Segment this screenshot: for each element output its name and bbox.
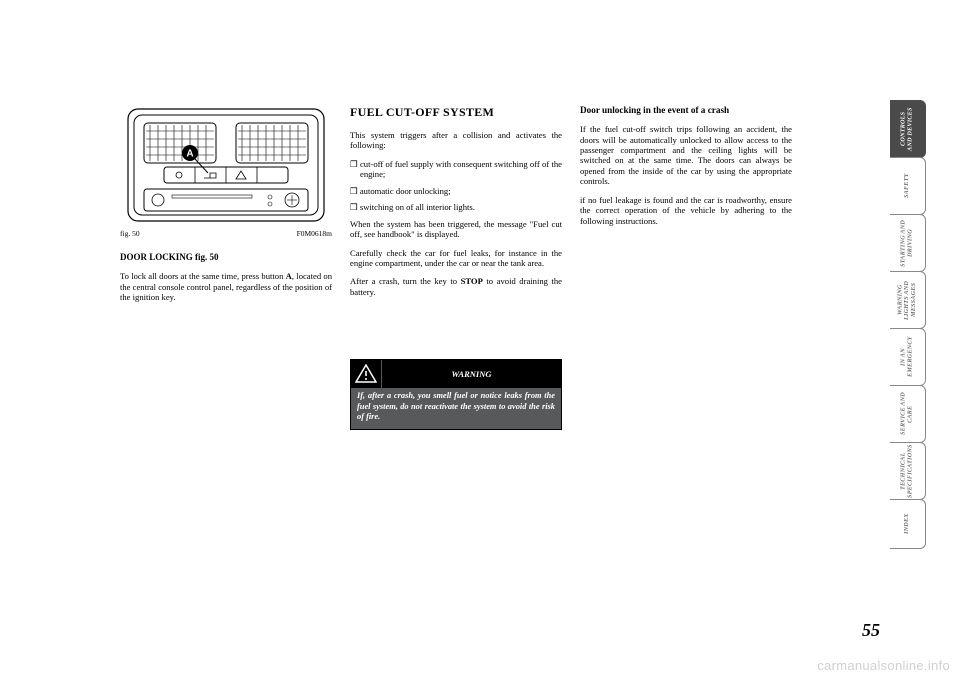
col1-p1: To lock all doors at the same time, pres… [120, 271, 332, 302]
tab-index[interactable]: INDEX [890, 499, 926, 549]
figure-marker-a: A [186, 149, 193, 160]
tab-controls-and-devices[interactable]: CONTROLS AND DEVICES [890, 100, 926, 158]
watermark: carmanualsonline.info [817, 658, 950, 673]
tab-warning-lights[interactable]: WARNING LIGHTS AND MESSAGES [890, 271, 926, 329]
warning-title: WARNING [381, 360, 561, 388]
col2-heading: FUEL CUT-OFF SYSTEM [350, 105, 562, 120]
tab-service-and-care[interactable]: SERVICE AND CARE [890, 385, 926, 443]
col3-p2: if no fuel leakage is found and the car … [580, 195, 792, 226]
tab-starting-and-driving[interactable]: STARTING AND DRIVING [890, 214, 926, 272]
col1-heading: DOOR LOCKING fig. 50 [120, 252, 332, 263]
figure-code: F0M0618m [297, 229, 332, 238]
col2-li2: automatic door unlocking; [350, 186, 562, 196]
col3-heading: Door unlocking in the event of a crash [580, 105, 792, 116]
col2-li3: switching on of all interior lights. [350, 202, 562, 212]
warning-icon [351, 360, 381, 388]
col2-p4: After a crash, turn the key to STOP to a… [350, 276, 562, 297]
col2-p2: When the system has been triggered, the … [350, 219, 562, 240]
figure-label: fig. 50 [120, 229, 140, 238]
tab-emergency[interactable]: IN AN EMERGENCY [890, 328, 926, 386]
warning-body: If, after a crash, you smell fuel or not… [351, 388, 561, 429]
page-number: 55 [862, 620, 880, 641]
side-tabs: CONTROLS AND DEVICES SAFETY STARTING AND… [890, 100, 926, 548]
figure-caption: fig. 50 F0M0618m [120, 229, 332, 238]
col2-li1: cut-off of fuel supply with consequent s… [350, 159, 562, 180]
column-1: A fig. 50 F0M0618m DOOR LOCKING fig. 50 … [120, 105, 332, 625]
tab-safety[interactable]: SAFETY [890, 157, 926, 215]
col3-p1: If the fuel cut-off switch trips followi… [580, 124, 792, 187]
col2-p1: This system triggers after a collision a… [350, 130, 562, 151]
col2-p3: Carefully check the car for fuel leaks, … [350, 248, 562, 269]
column-2: FUEL CUT-OFF SYSTEM This system triggers… [350, 105, 562, 625]
page-content: A fig. 50 F0M0618m DOOR LOCKING fig. 50 … [120, 105, 810, 625]
tab-technical-specs[interactable]: TECHNICAL SPECIFICATIONS [890, 442, 926, 500]
column-3: Door unlocking in the event of a crash I… [580, 105, 792, 625]
figure-50: A [120, 105, 332, 225]
warning-box: WARNING If, after a crash, you smell fue… [350, 359, 562, 430]
